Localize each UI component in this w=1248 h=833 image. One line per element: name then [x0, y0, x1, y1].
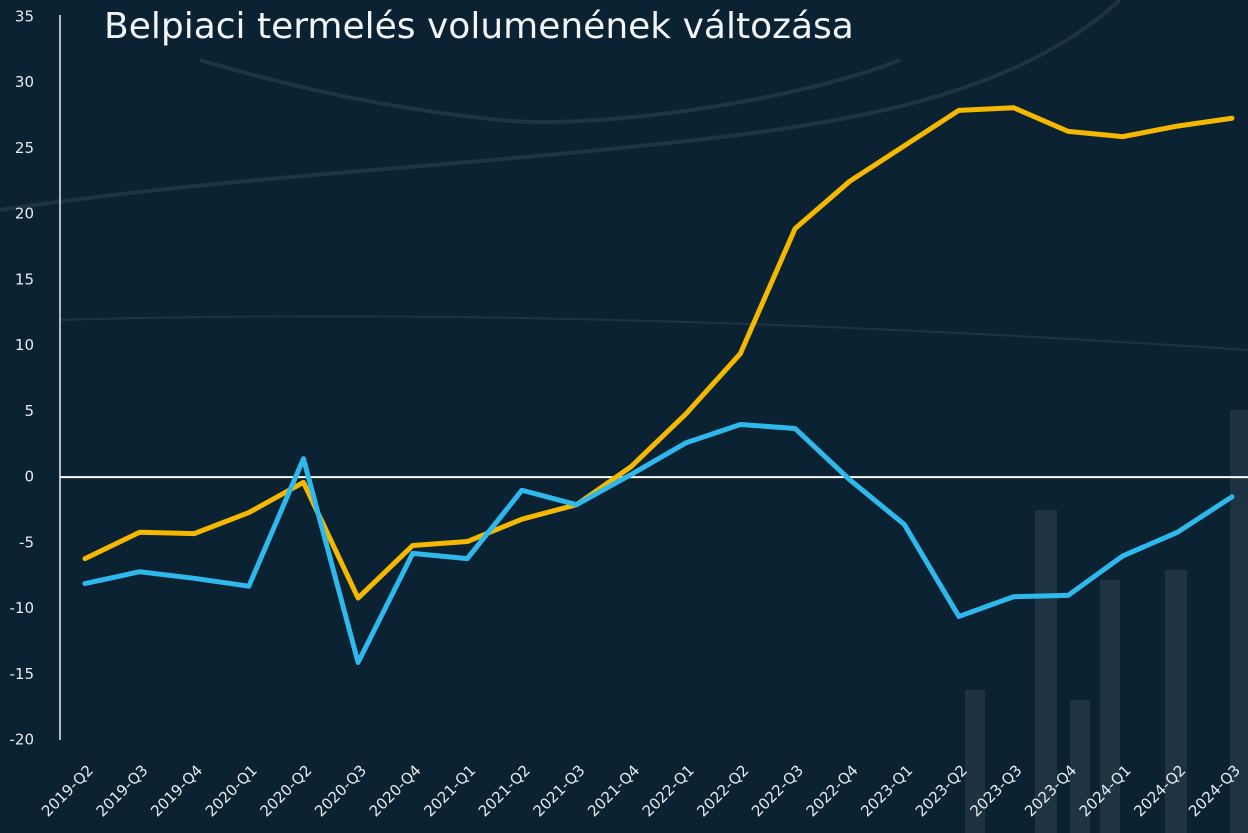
y-tick-label: 15	[15, 270, 34, 288]
y-tick-label: -15	[10, 665, 35, 683]
y-tick-label: -10	[10, 599, 35, 617]
y-tick-label: 20	[15, 205, 34, 223]
chart-title: Belpiaci termelés volumenének változása	[104, 6, 854, 47]
y-tick-label: -5	[19, 533, 34, 551]
y-tick-label: 0	[24, 468, 34, 486]
y-tick-label: 10	[15, 336, 34, 354]
y-tick-label: 25	[15, 139, 34, 157]
y-tick-label: 35	[15, 8, 34, 26]
background	[0, 0, 1248, 833]
y-tick-label: 5	[24, 402, 34, 420]
chart: Belpiaci termelés volumenének változása …	[0, 0, 1248, 833]
y-tick-label: 30	[15, 73, 34, 91]
y-tick-label: -20	[10, 731, 35, 749]
